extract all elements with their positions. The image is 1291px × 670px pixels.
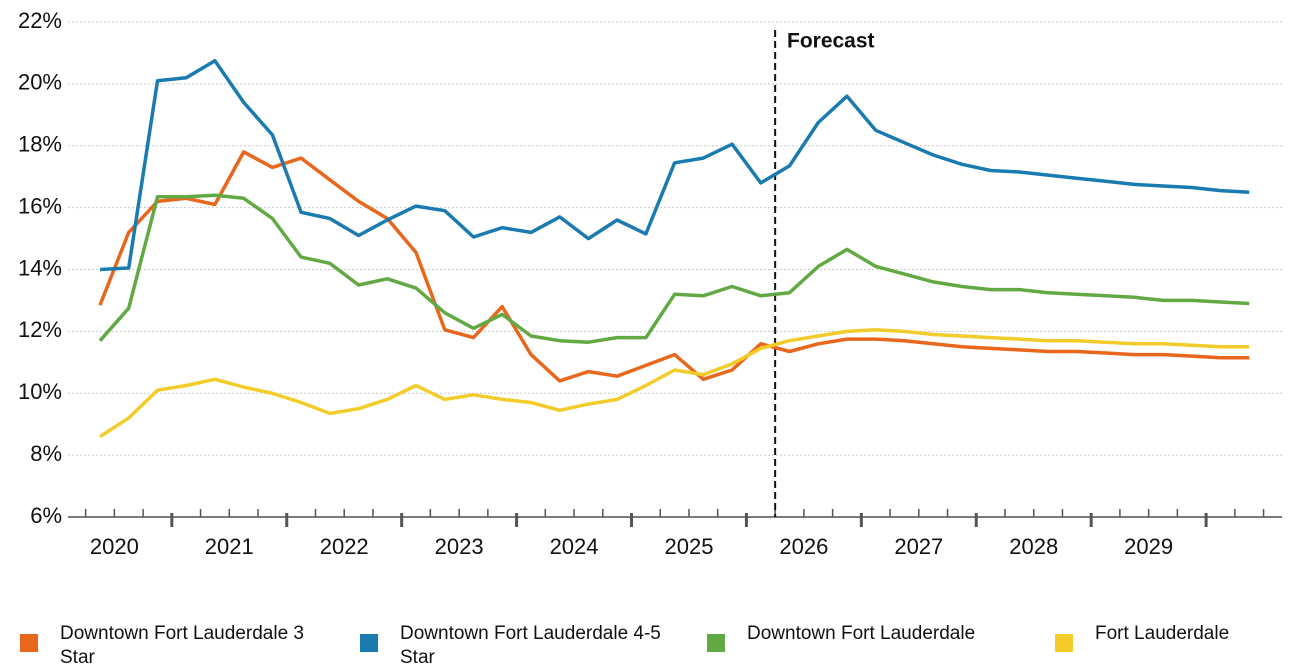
series-line [99,58,1250,272]
x-tick-label: 2028 [1009,534,1058,559]
legend-swatch [1055,634,1073,652]
y-tick-label: 22% [18,8,62,33]
x-tick-label: 2025 [664,534,713,559]
x-tick-label: 2021 [205,534,254,559]
x-tick-label: 2022 [320,534,369,559]
legend-label: Downtown Fort Lauderdale [747,623,976,644]
legend-item: Fort Lauderdale [1055,622,1291,652]
x-tick-label: 2020 [90,534,139,559]
legend-item: Downtown Fort Lauderdale 4-5 Star [360,622,670,670]
y-tick-label: 16% [18,193,62,218]
legend-item: Downtown Fort Lauderdale [707,622,1017,652]
x-tick-label: 2029 [1124,534,1173,559]
y-tick-label: 8% [30,441,62,466]
series-line [98,193,1250,344]
y-tick-label: 10% [18,379,62,404]
y-tick-label: 6% [30,503,62,528]
y-tick-label: 14% [18,255,62,280]
legend-swatch [20,634,38,652]
x-tick-label: 2026 [779,534,828,559]
x-tick-label: 2024 [550,534,599,559]
legend-swatch [707,634,725,652]
legend: Downtown Fort Lauderdale 3 Star Downtown … [0,622,1291,669]
y-tick-label: 12% [18,317,62,342]
legend-swatch [360,634,378,652]
series-line [99,328,1250,439]
chart: Forecast 6% 8% 10% 12% 14% 16% 18% 20% 22% 2020 20… [18,8,1282,559]
series-line [98,150,1250,383]
y-tick-label: 18% [18,132,62,157]
x-tick-label: 2027 [894,534,943,559]
legend-item: Downtown Fort Lauderdale 3 Star [20,622,330,670]
y-tick-label: 20% [18,70,62,95]
legend-label: Downtown Fort Lauderdale 4-5 Star [400,623,661,668]
x-tick-label: 2023 [435,534,484,559]
legend-label: Fort Lauderdale [1095,623,1230,644]
legend-label: Downtown Fort Lauderdale 3 Star [60,623,304,668]
annotation: Forecast [787,30,875,53]
